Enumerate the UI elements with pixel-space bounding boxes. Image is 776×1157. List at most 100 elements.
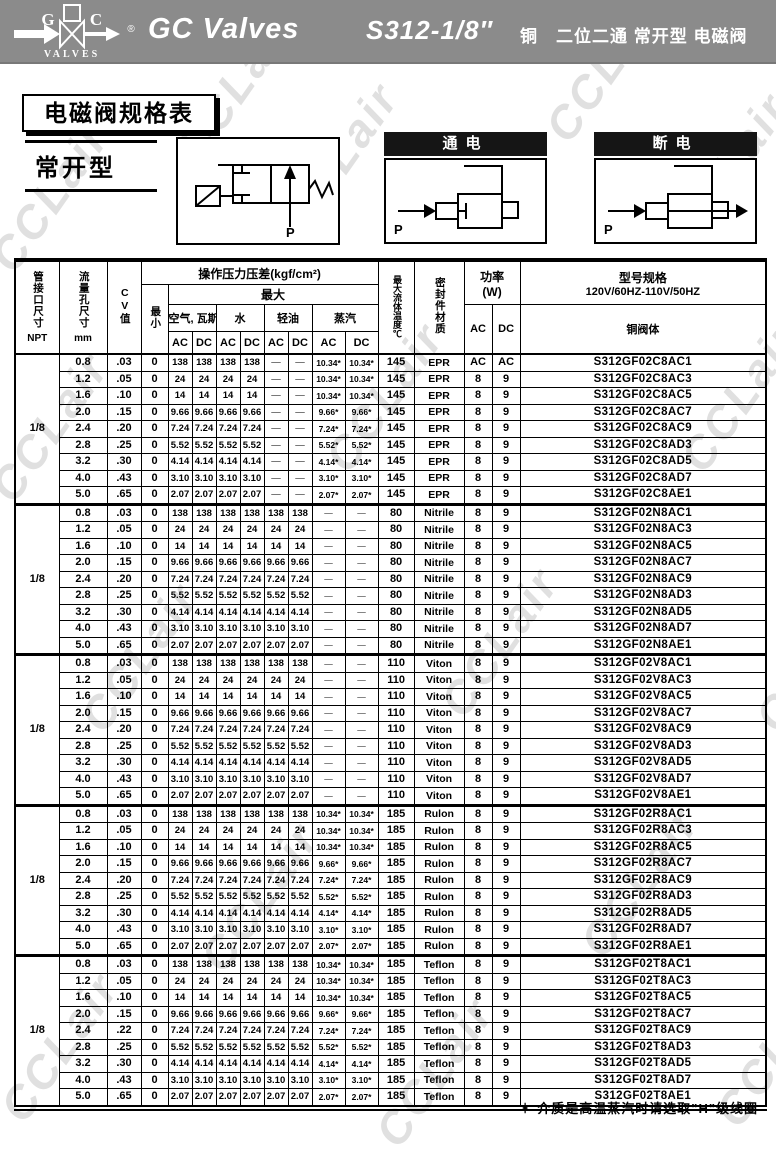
spec-row: 3.2.30 0 4.14 4.14 4.14 4.14 4.14 4.14— —80 Nitri… [15, 603, 767, 621]
spec-row: 3.2.30 0 4.14 4.14 4.14 4.14 4.14 4.14 4.14* 4.14… [15, 904, 767, 922]
spec-row: 2.4.20 0 7.24 7.24 7.24 7.24 7.24 7.24— —110 Vito… [15, 721, 767, 739]
water-ac-cell: 2.07 [215, 1088, 241, 1108]
steam-ac-cell: — [311, 704, 346, 722]
cv-cell: .43 [106, 620, 142, 638]
steam-dc-cell: 3.10* [344, 1071, 379, 1089]
water-dc-cell: 138 [239, 502, 265, 522]
air-dc-cell: 14 [191, 387, 217, 405]
oil-ac-cell: 138 [263, 653, 289, 673]
spec-row: 4.0.43 0 3.10 3.10 3.10 3.10 3.10 3.10— —80 Nitri… [15, 620, 767, 638]
max-temp-header: 最大流体温度℃ [377, 259, 415, 355]
model-cell: S312GF02R8AD5 [519, 904, 767, 922]
model-cell: S312GF02R8AD7 [519, 921, 767, 939]
steam-ac-cell: 5.52* [311, 888, 346, 906]
temp-cell: 185 [377, 871, 415, 889]
orifice-cell: 4.0 [58, 921, 108, 939]
orifice-cell: 2.0 [58, 403, 108, 421]
steam-dc-cell: — [344, 770, 379, 788]
cv-cell: .15 [106, 554, 142, 572]
temp-cell: 110 [377, 787, 415, 806]
power-ac-cell: 8 [463, 387, 493, 405]
water-dc-cell: 4.14 [239, 904, 265, 922]
min-pressure-header: 最小 [140, 284, 169, 355]
steam-ac-cell: — [311, 721, 346, 739]
water-dc-cell: 5.52 [239, 1038, 265, 1056]
cv-cell: .20 [106, 570, 142, 588]
seal-cell: Rulon [413, 803, 465, 823]
water-dc-cell: 138 [239, 653, 265, 673]
air-dc-cell: 9.66 [191, 554, 217, 572]
orifice-cell: 1.2 [58, 822, 108, 840]
oil-dc-cell: 7.24 [287, 871, 313, 889]
model-cell: S312GF02V8AD3 [519, 737, 767, 755]
air-ac-cell: 2.07 [167, 787, 193, 806]
steam-dc-cell: — [344, 587, 379, 605]
pipe-size-cell: 1/8 [14, 502, 60, 655]
temp-cell: 110 [377, 754, 415, 772]
orifice-cell: 1.6 [58, 989, 108, 1007]
power-dc-cell: 9 [491, 1071, 521, 1089]
water-ac-cell: 24 [215, 972, 241, 990]
air-ac-cell: 4.14 [167, 603, 193, 621]
oil-ac-cell: 7.24 [263, 871, 289, 889]
water-dc-cell: 5.52 [239, 436, 265, 454]
cv-cell: .65 [106, 937, 142, 956]
seal-cell: EPR [413, 486, 465, 505]
seal-cell: Rulon [413, 838, 465, 856]
power-dc-cell: 9 [491, 620, 521, 638]
spec-row: 4.0.43 0 3.10 3.10 3.10 3.10— —3.10* 3.10* 145 EP… [15, 469, 767, 487]
power-ac-cell: 8 [463, 370, 493, 388]
temp-cell: 110 [377, 688, 415, 706]
orifice-cell: 2.4 [58, 570, 108, 588]
power-dc-cell: 9 [491, 989, 521, 1007]
seal-cell: Teflon [413, 989, 465, 1007]
air-ac-cell: 5.52 [167, 737, 193, 755]
oil-dc-cell: 24 [287, 671, 313, 689]
steam-ac-cell: — [311, 770, 346, 788]
model-cell: S312GF02N8AD5 [519, 603, 767, 621]
cv-cell: .25 [106, 1038, 142, 1056]
cv-cell: .30 [106, 904, 142, 922]
port-p-label: P [286, 225, 295, 239]
deenergized-diagram: 断电 P [594, 132, 757, 244]
temp-cell: 80 [377, 636, 415, 655]
oil-ac-cell: 7.24 [263, 570, 289, 588]
cv-cell: .20 [106, 721, 142, 739]
spec-table-body: 1/8 0.8.03 0 138 138 138 138— —10.34* 10.34* 145 E… [14, 353, 767, 1108]
oil-ac-cell: 138 [263, 502, 289, 522]
temp-cell: 185 [377, 954, 415, 974]
min-pressure-cell: 0 [140, 353, 169, 372]
power-dc-cell: 9 [491, 822, 521, 840]
air-dc-cell: 2.07 [191, 636, 217, 655]
power-dc-cell: 9 [491, 1038, 521, 1056]
seal-cell: Nitrile [413, 537, 465, 555]
oil-dc-cell: 4.14 [287, 1055, 313, 1073]
air-ac-cell: 2.07 [167, 636, 193, 655]
steam-dc-cell: — [344, 704, 379, 722]
energized-diagram: 通电 P [384, 132, 547, 244]
model-cell: S312GF02V8AC9 [519, 721, 767, 739]
spec-row: 4.0.43 0 3.10 3.10 3.10 3.10 3.10 3.10 3.10* 3.10… [15, 1071, 767, 1089]
steam-dc-cell: 7.24* [344, 420, 379, 438]
water-ac-cell: 7.24 [215, 1022, 241, 1040]
steam-ac-cell: 4.14* [311, 1055, 346, 1073]
temp-cell: 80 [377, 587, 415, 605]
orifice-cell: 5.0 [58, 636, 108, 655]
seal-cell: Viton [413, 737, 465, 755]
steam-ac-cell: 10.34* [311, 822, 346, 840]
orifice-cell: 0.8 [58, 502, 108, 522]
water-dc-cell: 2.07 [239, 937, 265, 956]
temp-cell: 185 [377, 888, 415, 906]
air-dc-cell: 24 [191, 521, 217, 539]
temp-cell: 185 [377, 989, 415, 1007]
air-dc-cell: 9.66 [191, 403, 217, 421]
steam-dc-cell: 2.07* [344, 1088, 379, 1108]
steam-dc-cell: — [344, 570, 379, 588]
seal-cell: Viton [413, 770, 465, 788]
steam-dc-cell: 10.34* [344, 803, 379, 823]
spec-row: 3.2.30 0 4.14 4.14 4.14 4.14 4.14 4.14 4.14* 4.14… [15, 1055, 767, 1073]
air-dc-cell: 3.10 [191, 921, 217, 939]
air-ac-cell: 4.14 [167, 453, 193, 471]
min-pressure-cell: 0 [140, 989, 169, 1007]
spec-row: 2.0.15 0 9.66 9.66 9.66 9.66 9.66 9.66— —80 Nitri… [15, 554, 767, 572]
